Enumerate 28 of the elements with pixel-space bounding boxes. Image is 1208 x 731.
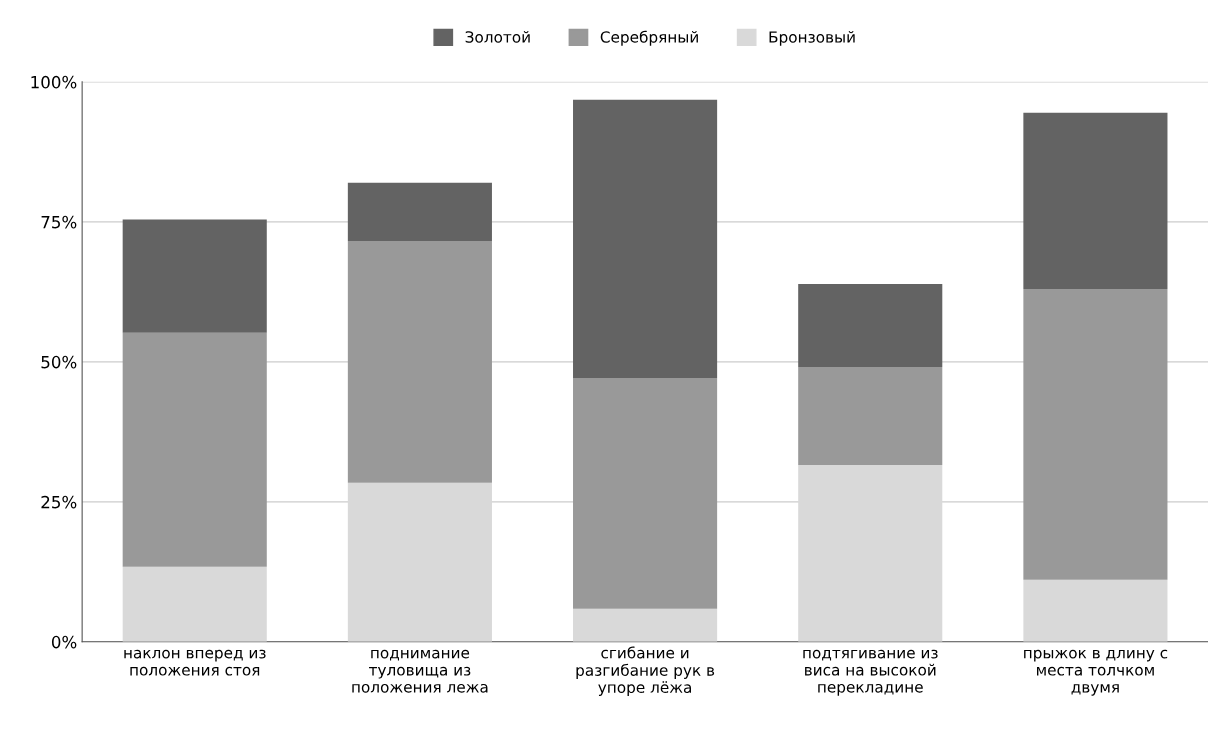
legend-label: Серебряный xyxy=(600,30,698,46)
bar xyxy=(573,378,718,609)
x-tick-label: сгибание и разгибание рук в упоре лёжа xyxy=(576,646,715,696)
y-tick-label: 25% xyxy=(41,495,77,509)
bar xyxy=(1023,112,1168,290)
bar xyxy=(347,182,492,241)
bar xyxy=(347,240,492,483)
bar xyxy=(122,566,267,642)
bar xyxy=(122,219,267,333)
legend-label: Золотой xyxy=(465,31,530,43)
legend-label: Бронзовый xyxy=(769,31,855,46)
y-tick-label: 0% xyxy=(51,635,77,649)
x-tick-label: наклон вперед из положения стоя xyxy=(124,649,266,676)
x-tick-label: подтягивание из виса на высокой перекладине xyxy=(803,649,938,696)
bar xyxy=(347,482,492,642)
bar xyxy=(798,284,943,367)
bar xyxy=(1023,289,1168,580)
bar xyxy=(573,608,718,642)
bar xyxy=(573,99,718,379)
bar xyxy=(798,366,943,465)
bar xyxy=(798,464,943,642)
x-tick-label: прыжок в длину с места толчком двумя xyxy=(1024,649,1168,696)
bar xyxy=(122,332,267,567)
bar xyxy=(1023,579,1168,642)
x-tick-label: поднимание туловища из положения лежа xyxy=(352,649,488,693)
y-tick-label: 100% xyxy=(31,75,77,89)
y-tick-label: 75% xyxy=(41,215,77,229)
y-tick-label: 50% xyxy=(41,355,77,369)
